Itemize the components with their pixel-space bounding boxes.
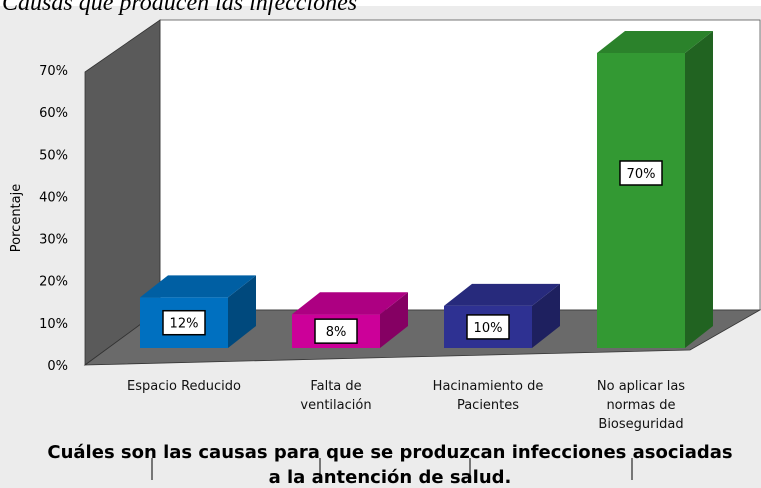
chart-title: Causas que producen las infecciones bbox=[2, 0, 357, 16]
data-label: 8% bbox=[326, 325, 347, 340]
x-tick-label: Espacio Reducido bbox=[127, 379, 241, 394]
bar-top bbox=[597, 31, 713, 53]
x-tick-label: No aplicar las normas de Bioseguridad bbox=[596, 379, 686, 432]
data-label-box bbox=[466, 314, 510, 340]
data-label-box bbox=[619, 160, 663, 186]
y-tick-label: 30% bbox=[39, 233, 68, 248]
y-tick-label: 40% bbox=[39, 190, 68, 205]
bar-side bbox=[380, 292, 408, 348]
y-tick-label: 60% bbox=[39, 106, 68, 121]
bar-side bbox=[228, 275, 256, 348]
data-label: 10% bbox=[474, 321, 503, 336]
y-tick-label: 0% bbox=[47, 359, 68, 374]
data-label-box bbox=[162, 309, 206, 336]
y-tick-label: 70% bbox=[39, 64, 68, 79]
bar-side bbox=[532, 283, 560, 348]
bar bbox=[597, 53, 685, 348]
data-label: 70% bbox=[627, 167, 656, 182]
y-tick-label: 20% bbox=[39, 275, 68, 290]
data-label-box bbox=[314, 318, 358, 344]
x-axis-label: Cuáles son las causas para que se produz… bbox=[47, 442, 733, 488]
data-label: 12% bbox=[170, 317, 199, 332]
bar-top bbox=[140, 275, 256, 298]
bar-top bbox=[444, 283, 560, 306]
x-tick-label: Hacinamiento de Pacientes bbox=[432, 379, 544, 413]
bar-side bbox=[685, 31, 713, 348]
y-axis-label: Porcentaje bbox=[9, 184, 24, 252]
y-tick-label: 50% bbox=[39, 148, 68, 163]
x-tick-label: Falta de ventilación bbox=[300, 379, 372, 413]
bar-top bbox=[292, 292, 408, 315]
y-tick-label: 10% bbox=[39, 317, 68, 332]
